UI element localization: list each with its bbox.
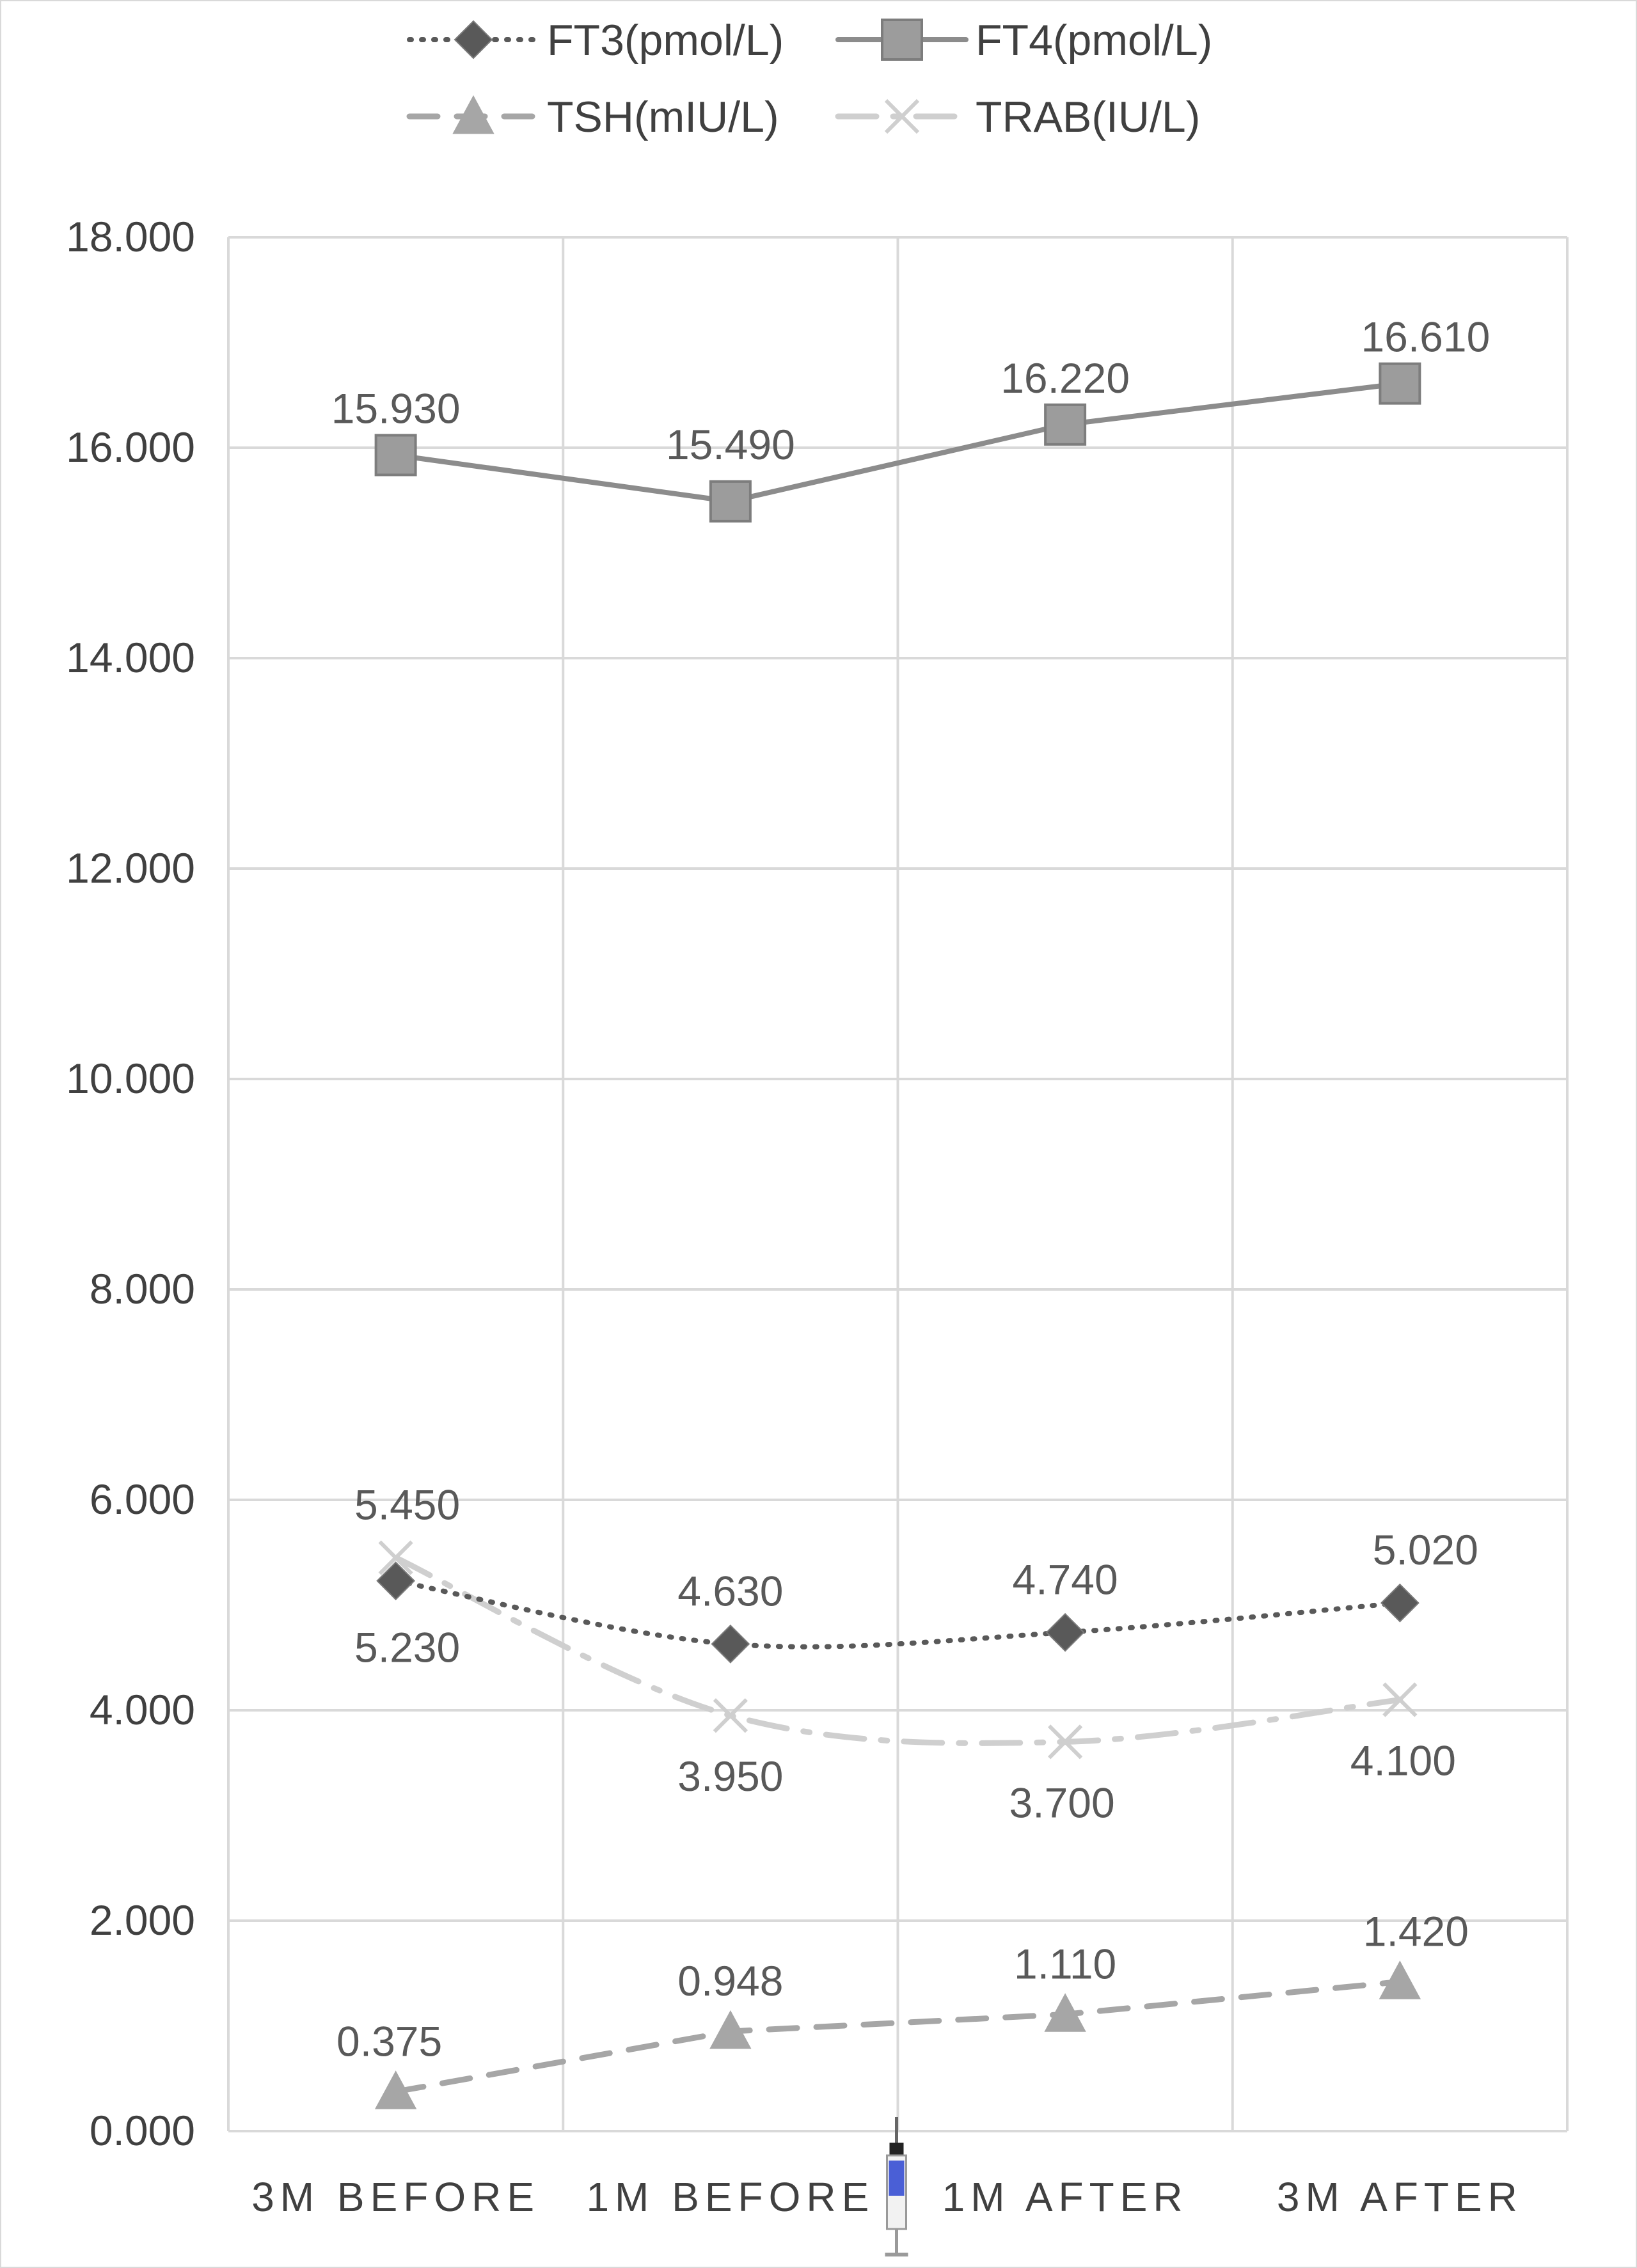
data-label-trab: 3.700 bbox=[1009, 1779, 1115, 1826]
series-line-ft4 bbox=[393, 381, 1403, 504]
marker-x-stroke bbox=[713, 1698, 748, 1733]
legend-item-ft3: FT3(pmol/L) bbox=[407, 16, 784, 65]
legend-label: FT3(pmol/L) bbox=[547, 16, 784, 65]
y-tick-label: 10.000 bbox=[66, 1055, 195, 1102]
marker-trab bbox=[1382, 1682, 1418, 1717]
x-axis: 3M BEFORE 1M BEFORE 1M AFTER 3M AFTER bbox=[251, 2174, 1523, 2220]
marker-trab bbox=[378, 1540, 413, 1575]
data-label-ft4: 16.220 bbox=[1000, 354, 1130, 402]
marker-trab bbox=[713, 1698, 748, 1733]
x-tick-label: 1M BEFORE bbox=[586, 2174, 874, 2220]
data-label-tsh: 0.375 bbox=[336, 2017, 442, 2065]
data-label-tsh: 0.948 bbox=[677, 1957, 783, 2004]
legend-label: TSH(mIU/L) bbox=[547, 93, 779, 141]
series-layer bbox=[374, 362, 1421, 2109]
data-label-ft4: 15.490 bbox=[666, 421, 795, 468]
gridlines bbox=[227, 236, 1569, 2132]
y-tick-label: 0.000 bbox=[90, 2107, 195, 2154]
x-tick-label: 3M BEFORE bbox=[251, 2174, 540, 2220]
data-label-trab: 3.950 bbox=[677, 1752, 783, 1800]
marker-tsh bbox=[374, 2070, 417, 2109]
data-label-trab: 5.450 bbox=[354, 1481, 460, 1528]
legend-item-trab: TRAB(IU/L) bbox=[835, 93, 1200, 141]
marker-ft4 bbox=[374, 434, 417, 476]
syringe-fluid bbox=[889, 2161, 905, 2196]
legend-item-tsh: TSH(mIU/L) bbox=[406, 93, 779, 141]
marker-tsh bbox=[1044, 1993, 1086, 2032]
y-tick-label: 18.000 bbox=[66, 213, 195, 260]
y-tick-label: 8.000 bbox=[90, 1265, 195, 1312]
legend-marker-ft3 bbox=[454, 20, 493, 59]
marker-x-stroke bbox=[1382, 1682, 1418, 1717]
marker-ft4 bbox=[709, 480, 752, 523]
marker-ft4 bbox=[1044, 403, 1087, 446]
legend-item-ft4: FT4(pmol/L) bbox=[835, 16, 1212, 65]
marker-ft3 bbox=[376, 1561, 416, 1601]
legend-label: FT4(pmol/L) bbox=[976, 16, 1212, 65]
legend: FT3(pmol/L) FT4(pmol/L) TSH(mIU/L) TRAB(IU/… bbox=[406, 16, 1212, 141]
y-tick-label: 16.000 bbox=[66, 423, 195, 471]
marker-trab bbox=[1048, 1724, 1083, 1760]
x-tick-label: 3M AFTER bbox=[1277, 2174, 1523, 2220]
syringe-icon bbox=[885, 2117, 908, 2256]
syringe-hub bbox=[889, 2143, 904, 2155]
y-tick-label: 12.000 bbox=[66, 844, 195, 892]
legend-label: TRAB(IU/L) bbox=[976, 93, 1200, 141]
y-tick-label: 14.000 bbox=[66, 634, 195, 681]
legend-marker-ft4 bbox=[881, 19, 923, 61]
y-axis: 0.000 2.000 4.000 6.000 8.000 10.000 12.000 14.… bbox=[66, 213, 195, 2154]
data-label-ft4: 15.930 bbox=[331, 385, 461, 432]
marker-x-stroke bbox=[378, 1540, 413, 1575]
marker-ft3 bbox=[1045, 1612, 1085, 1652]
legend-marker-trab bbox=[884, 98, 920, 134]
marker-ft3 bbox=[1380, 1583, 1420, 1623]
legend-marker-tsh bbox=[452, 95, 494, 134]
marker-ft4 bbox=[1379, 362, 1421, 405]
data-label-trab: 4.100 bbox=[1350, 1737, 1456, 1784]
marker-ft3 bbox=[711, 1624, 750, 1664]
y-tick-label: 2.000 bbox=[90, 1896, 195, 1944]
y-tick-label: 6.000 bbox=[90, 1476, 195, 1523]
data-label-tsh: 1.420 bbox=[1363, 1907, 1469, 1955]
marker-x-stroke bbox=[1048, 1724, 1083, 1760]
x-tick-label: 1M AFTER bbox=[942, 2174, 1189, 2220]
data-label-ft3: 4.630 bbox=[677, 1567, 783, 1614]
marker-tsh bbox=[1379, 1960, 1421, 1999]
series-line-trab bbox=[393, 1554, 1403, 1746]
series-line-tsh bbox=[393, 1978, 1403, 2095]
data-labels: 5.450 3.950 3.700 4.100 0.375 0.948 1.110 1.420… bbox=[331, 313, 1491, 2065]
data-label-ft3: 4.740 bbox=[1013, 1555, 1118, 1603]
data-label-ft3: 5.020 bbox=[1373, 1526, 1478, 1573]
data-label-ft3: 5.230 bbox=[354, 1624, 460, 1671]
marker-x-stroke bbox=[884, 98, 920, 134]
marker-tsh bbox=[709, 2010, 752, 2049]
series-line-ft3 bbox=[393, 1578, 1403, 1650]
data-label-tsh: 1.110 bbox=[1014, 1940, 1116, 1987]
data-label-ft4: 16.610 bbox=[1361, 313, 1490, 361]
y-tick-label: 4.000 bbox=[90, 1686, 195, 1733]
